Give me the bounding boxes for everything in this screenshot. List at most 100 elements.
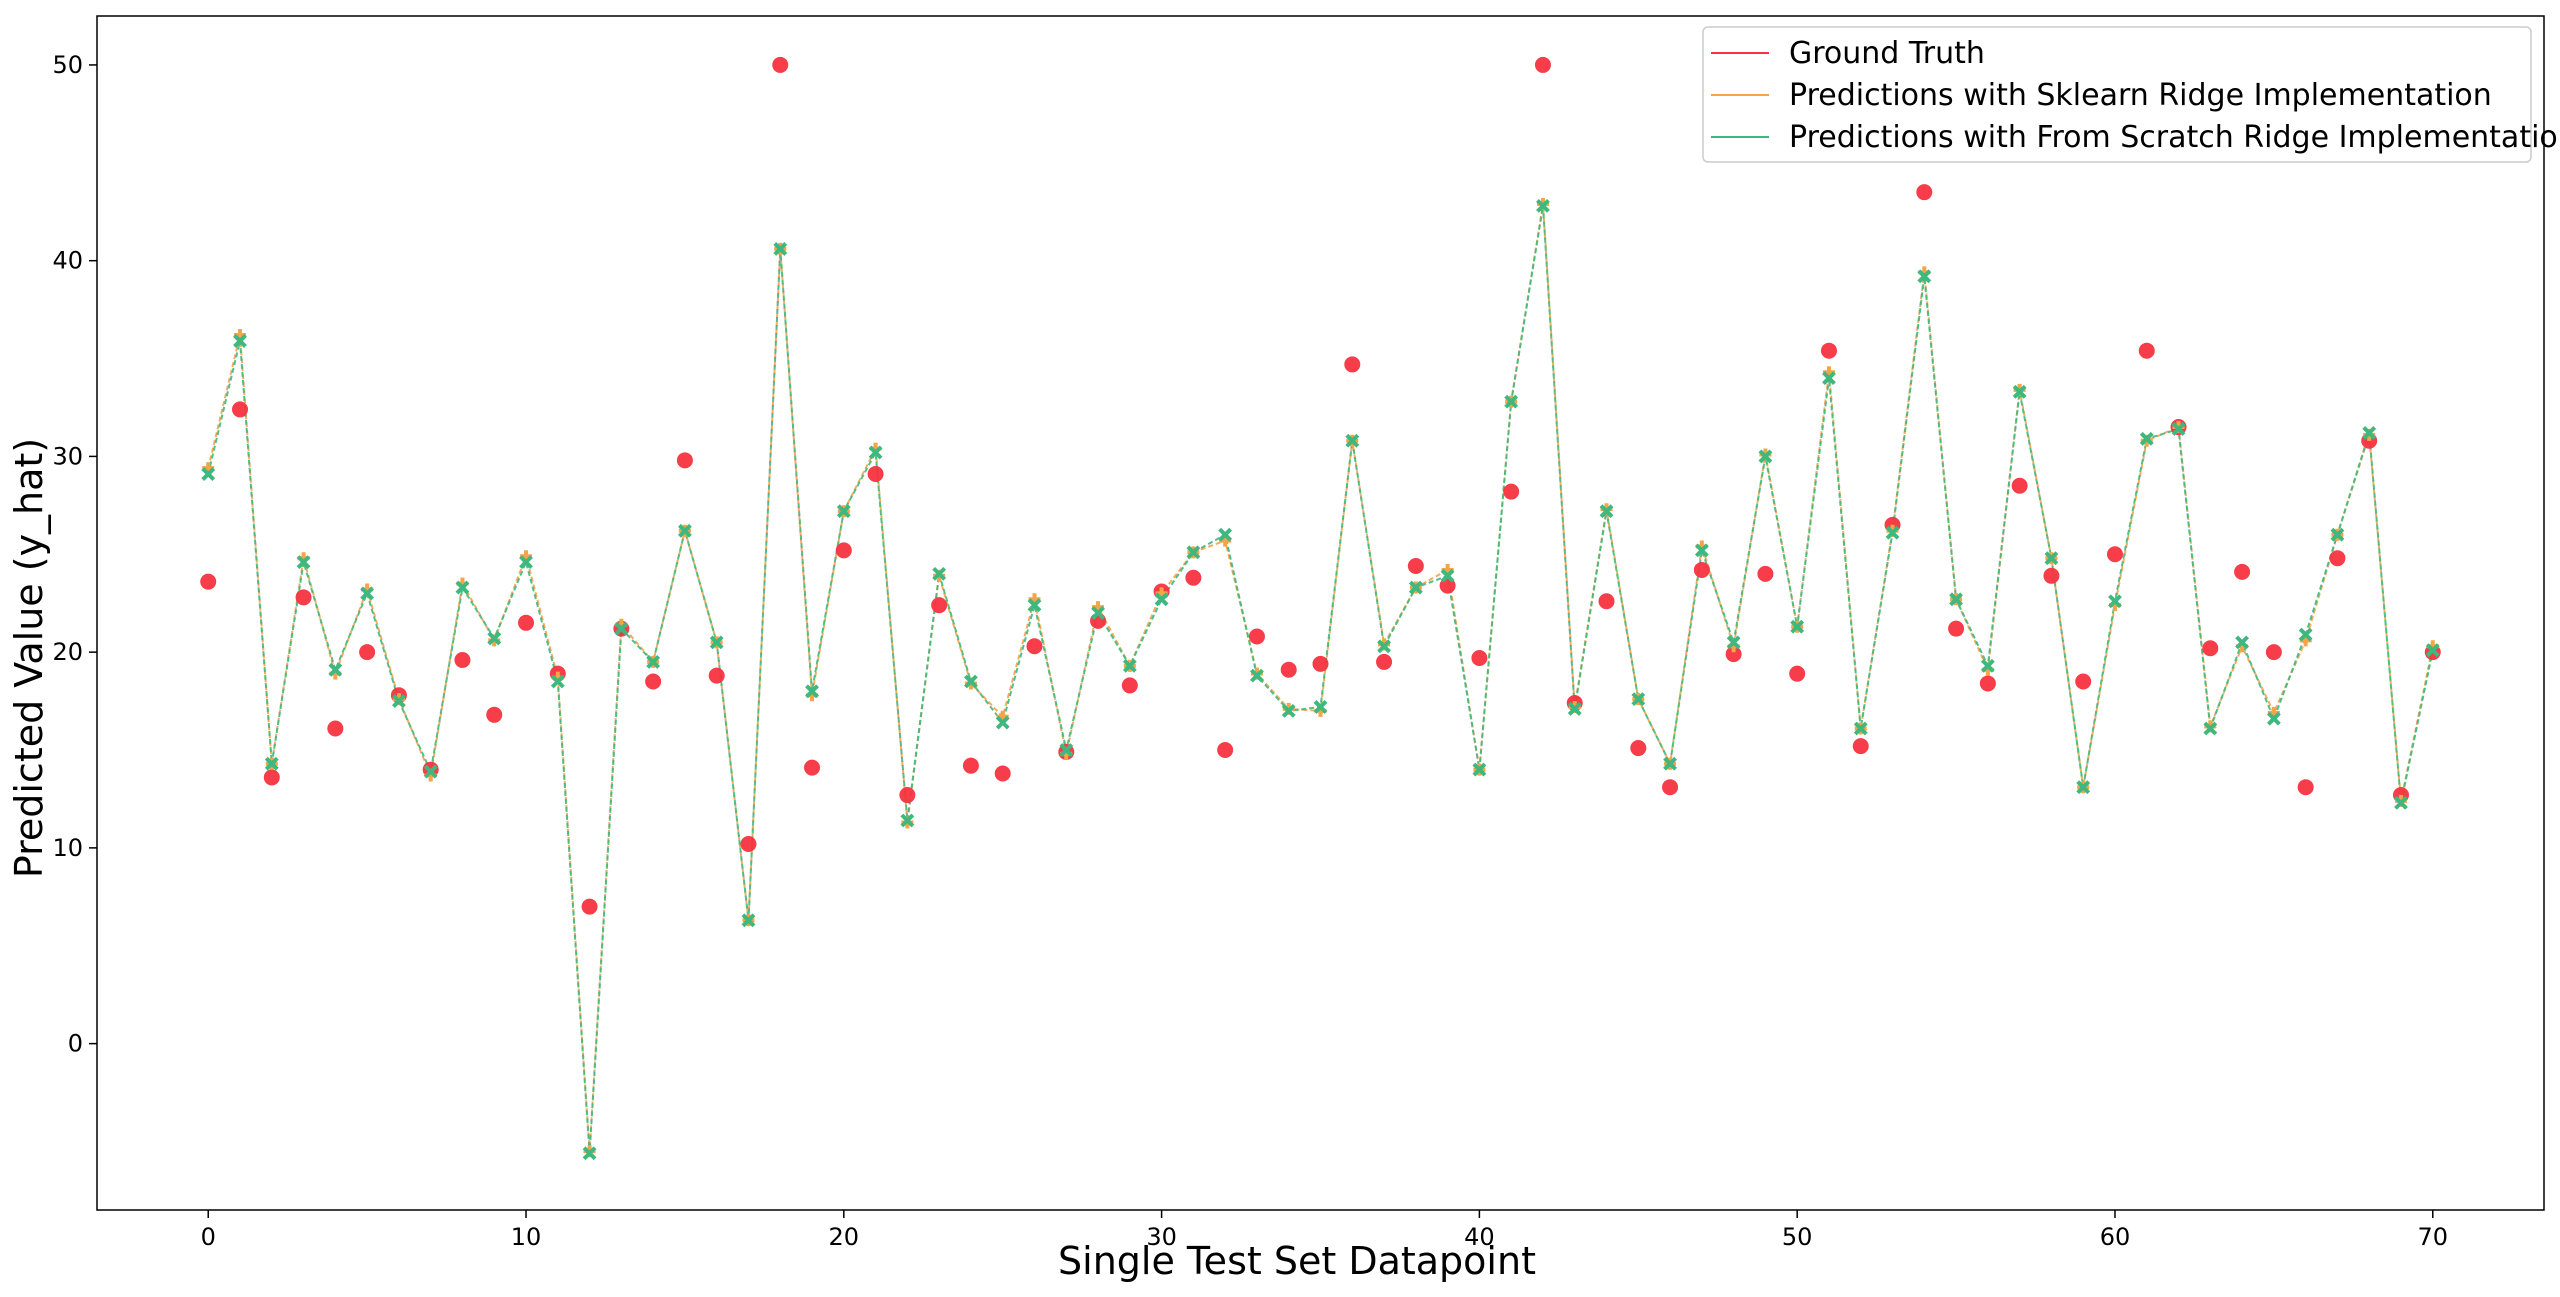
scratch-point [1758, 449, 1773, 464]
ground-truth-point [1948, 620, 1965, 637]
scratch-point [201, 467, 216, 481]
scratch-point [1377, 639, 1391, 654]
ground-truth-point [2106, 546, 2123, 563]
ground-truth-point [1534, 56, 1551, 73]
ground-truth-point [1185, 569, 1202, 586]
scratch-point [995, 715, 1010, 730]
scratch-point [391, 694, 406, 708]
scratch-point [932, 566, 947, 581]
ground-truth-point [994, 765, 1011, 782]
ground-truth-point [962, 757, 979, 774]
scratch-point [1885, 525, 1900, 540]
x-tick-label: 60 [2100, 1223, 2131, 1251]
scratch-point [646, 655, 661, 669]
x-tick-label: 50 [1782, 1223, 1813, 1251]
scratch-point [233, 334, 247, 348]
scratch-point [455, 580, 470, 595]
scratch-point [296, 555, 311, 570]
scratch-point [1822, 371, 1836, 386]
scratch-point [2044, 551, 2059, 566]
ground-truth-point [581, 898, 598, 915]
ground-truth-point [2234, 563, 2251, 580]
x-tick-label: 30 [1146, 1223, 1177, 1251]
ground-truth-point [1471, 650, 1488, 667]
ground-truth-point [1121, 677, 1138, 694]
y-tick-label: 10 [52, 834, 83, 862]
scratch-point [709, 635, 724, 650]
ground-truth-point [454, 651, 471, 668]
x-tick-label: 70 [2417, 1223, 2448, 1251]
ground-truth-point [2138, 342, 2155, 359]
ground-truth-point [835, 542, 852, 559]
scratch-point [1663, 756, 1677, 771]
scratch-point [2266, 711, 2281, 726]
legend: Ground Truth Predictions with Sklearn Rid… [1702, 26, 2560, 163]
y-tick-label: 30 [52, 442, 83, 470]
scratch-point [1091, 606, 1105, 620]
scratch-point [836, 504, 851, 519]
scratch-point [1408, 580, 1423, 595]
scratch-point [1122, 658, 1137, 673]
scratch-point [741, 913, 756, 928]
scratch-point [1567, 701, 1582, 716]
scratch-point [1440, 568, 1455, 583]
scratch-point [1313, 700, 1328, 714]
scratch-point [1853, 721, 1868, 736]
axes-frame [96, 15, 2545, 1211]
scratch-point [360, 586, 375, 601]
legend-label: Predictions with From Scratch Ridge Impl… [1789, 120, 2560, 155]
scratch-point [2108, 594, 2122, 609]
ground-truth-point [1376, 653, 1393, 670]
ground-truth-point [518, 614, 535, 631]
ground-truth-point [1757, 565, 1774, 582]
scratch-point [1154, 592, 1169, 607]
legend-label: Predictions with Sklearn Ridge Implement… [1789, 78, 2492, 113]
ground-truth-point [1979, 675, 1996, 692]
scratch-point [900, 813, 915, 828]
scratch-point [423, 764, 438, 779]
scratch-point [2012, 384, 2027, 399]
scratch-point [1472, 762, 1487, 777]
ground-truth-point [295, 589, 312, 606]
scratch-point [1250, 668, 1264, 683]
ground-truth-point [1820, 342, 1837, 359]
y-tick-label: 50 [52, 51, 83, 79]
scratch-point [2076, 780, 2091, 795]
scratch-point [1599, 504, 1614, 519]
scratch-point [773, 242, 788, 256]
plot-area [200, 56, 2441, 1161]
y-tick-label: 0 [68, 1030, 83, 1058]
x-axis-label: Single Test Set Datapoint [1058, 1239, 1536, 1283]
scratch-point [868, 445, 883, 460]
scratch-point [2330, 527, 2345, 542]
scratch-point [487, 631, 502, 646]
ground-truth-point [2297, 779, 2314, 796]
scratch-point [614, 621, 629, 636]
scratch-point [1281, 703, 1296, 718]
ground-truth-point [486, 706, 503, 723]
ground-truth-point [1248, 628, 1265, 645]
scratch-point [1949, 592, 1963, 607]
ground-truth-point [232, 401, 249, 418]
ground-truth-point [1407, 558, 1424, 575]
ground-truth-point [1344, 356, 1361, 373]
legend-label: Ground Truth [1789, 36, 1985, 71]
scratch-point [1917, 269, 1932, 284]
ground-truth-point [1598, 593, 1615, 610]
ground-truth-point [867, 466, 884, 483]
scratch-point [1027, 598, 1042, 613]
scratch-point [1980, 658, 1995, 673]
scratch-point [328, 662, 343, 677]
ground-truth-point [2329, 550, 2346, 567]
scratch-point [2235, 635, 2250, 650]
ground-truth-point [1693, 561, 1710, 578]
ground-truth-point [1312, 655, 1329, 672]
ground-truth-point [645, 673, 662, 690]
scratch-point [2298, 627, 2313, 642]
scratch-point [2362, 426, 2377, 440]
ground-truth-point [359, 644, 376, 661]
ground-truth-point [263, 769, 280, 786]
ground-truth-point [2202, 640, 2219, 657]
